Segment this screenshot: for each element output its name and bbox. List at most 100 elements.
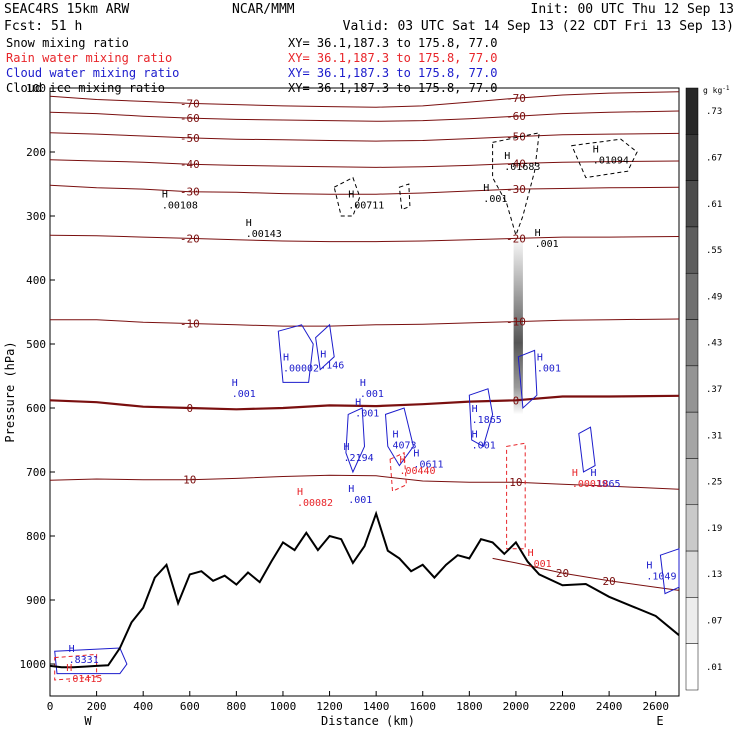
max-marker-23: H: [572, 468, 578, 479]
max-value-2: .00711: [348, 200, 384, 211]
snow-shade-column: [513, 235, 523, 415]
isotherm-label-0: 0: [186, 402, 193, 415]
y-tick-label-400: 400: [26, 274, 46, 287]
colorbar-cell-4: [685, 272, 699, 320]
isotherm--10: [50, 318, 680, 327]
max-value-3: .001: [483, 194, 507, 205]
max-marker-2: H: [348, 189, 354, 200]
field-name-1: Rain water mixing ratio: [6, 51, 172, 65]
maxima-labels: H.00108H.00143H.00711H.001H.01683H.01094…: [66, 145, 676, 685]
colorbar-cell-7: [685, 411, 699, 459]
x-tick-label-1200: 1200: [316, 700, 343, 713]
colorbar-label-8: .25: [706, 478, 722, 488]
max-value-16: .1865: [472, 415, 502, 426]
colorbar-label-6: .37: [706, 385, 722, 395]
colorbar-label-3: .55: [706, 246, 722, 256]
max-marker-20: H: [646, 561, 652, 572]
max-value-7: .00002: [283, 364, 319, 375]
x-tick-label-200: 200: [87, 700, 107, 713]
isotherm-label-20: 20: [602, 575, 615, 588]
isotherm--30: [49, 184, 680, 195]
cloud-contour-2: [315, 323, 335, 371]
colorbar-label-1: .67: [706, 153, 722, 163]
max-value-25: .001: [528, 559, 552, 570]
snow-contour-2: [398, 183, 411, 211]
max-marker-14: H: [413, 449, 419, 460]
hydrometeor-contours: [54, 132, 680, 681]
cloud-contour-7: [578, 426, 596, 473]
snow-contour-3: [492, 132, 540, 237]
max-value-5: .01094: [593, 156, 629, 167]
colorbar-cell-3: [685, 226, 699, 274]
max-value-21: .8331: [69, 655, 99, 666]
max-value-12: .2194: [344, 453, 374, 464]
max-value-14: .0611: [413, 460, 443, 471]
max-value-11: .001: [355, 408, 379, 419]
cloud-contour-3: [345, 407, 366, 474]
x-tick-label-600: 600: [180, 700, 200, 713]
max-value-20: .1049: [646, 572, 676, 583]
max-marker-3: H: [483, 183, 489, 194]
x-tick-label-2600: 2600: [642, 700, 669, 713]
x-tick-label-1400: 1400: [363, 700, 390, 713]
max-marker-13: H: [392, 429, 398, 440]
x-axis-ticks: 0 200 400 600 800 1000 1200 1400 1600 1800 2000 220…: [47, 691, 669, 713]
colorbar-unit: g kg-1: [703, 85, 730, 95]
isotherm-label-right--10: -10: [506, 316, 526, 329]
rain-contour-1: [389, 452, 407, 492]
max-value-9: .146: [320, 360, 344, 371]
x-tick-label-800: 800: [226, 700, 246, 713]
colorbar-cell-5: [685, 319, 699, 367]
y-tick-label-900: 900: [26, 594, 46, 607]
colorbar-label-10: .13: [706, 570, 722, 580]
field-legend: Snow mixing ratio XY= 36.1,187.3 to 175.8…: [6, 36, 498, 95]
max-marker-8: H: [232, 378, 238, 389]
isotherm-label--10: -10: [180, 318, 200, 331]
y-tick-label-200: 200: [26, 146, 46, 159]
max-marker-24: H: [297, 487, 303, 498]
y-axis-ticks: 100 200 300 400 500 600 700 800 900 1000: [20, 82, 55, 671]
colorbar-label-5: .43: [706, 339, 722, 349]
isotherm-label-right--20: -20: [506, 232, 526, 245]
isotherm-label-right--60: -60: [506, 110, 526, 123]
max-value-15: .001: [348, 495, 372, 506]
isotherm-label-right-10: 10: [509, 476, 522, 489]
max-marker-9: H: [320, 349, 326, 360]
snow-shading: [513, 235, 523, 415]
max-marker-22: H: [399, 455, 405, 466]
endpoint-west: W: [84, 714, 92, 728]
endpoint-east: E: [656, 714, 663, 728]
colorbar-cell-8: [685, 458, 699, 506]
cloud-contour-1: [277, 324, 314, 383]
y-tick-label-top: 100: [26, 82, 46, 95]
max-marker-26: H: [66, 663, 72, 674]
cloud-contour-8: [659, 548, 680, 595]
max-value-19: .1865: [590, 479, 620, 490]
isotherm--20: [49, 234, 680, 243]
x-tick-label-1000: 1000: [270, 700, 297, 713]
colorbar-cell-6: [685, 365, 699, 413]
colorbar: g kg-1 .73 .67 .61 .55 .49 .43 .37 .31 .25 .19 .13…: [685, 85, 730, 691]
field-coords-0: XY= 36.1,187.3 to 175.8, 77.0: [288, 36, 498, 50]
max-marker-6: H: [535, 228, 541, 239]
field-coords-2: XY= 36.1,187.3 to 175.8, 77.0: [288, 66, 498, 80]
rain-contour-3: [54, 653, 98, 681]
max-value-4: .01683: [504, 162, 540, 173]
colorbar-cell-0: [685, 87, 699, 135]
isotherm-label-right--30: -30: [506, 183, 526, 196]
max-marker-4: H: [504, 151, 510, 162]
colorbar-label-4: .49: [706, 292, 722, 302]
y-tick-label-300: 300: [26, 210, 46, 223]
plot-frame: [49, 87, 680, 697]
isotherm--40: [49, 159, 680, 168]
isotherm-0: [49, 394, 680, 411]
max-marker-11: H: [355, 397, 361, 408]
max-marker-21: H: [69, 644, 75, 655]
isotherm--50: [49, 132, 680, 142]
y-tick-label-600: 600: [26, 402, 46, 415]
x-tick-label-2000: 2000: [503, 700, 530, 713]
x-tick-label-400: 400: [133, 700, 153, 713]
cloud-contour-6: [517, 349, 538, 410]
valid-time: Valid: 03 UTC Sat 14 Sep 13 (22 CDT Fri …: [343, 19, 734, 34]
